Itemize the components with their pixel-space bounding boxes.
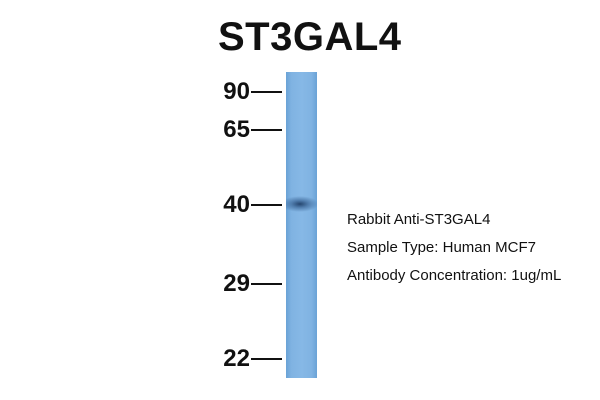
antibody-label: Rabbit Anti-ST3GAL4 <box>347 211 491 228</box>
marker-label-40: 40 <box>223 191 250 218</box>
marker-label-22: 22 <box>223 345 250 372</box>
marker-tick-40 <box>251 204 282 206</box>
marker-tick-22 <box>251 358 282 360</box>
blot-lane <box>286 72 317 378</box>
antibody-concentration-label: Antibody Concentration: 1ug/mL <box>347 267 562 284</box>
marker-22: 22 <box>214 346 284 372</box>
marker-label-65: 65 <box>223 116 250 143</box>
marker-tick-90 <box>251 91 282 93</box>
marker-label-90: 90 <box>223 78 250 105</box>
protein-band <box>286 196 317 212</box>
marker-65: 65 <box>214 117 284 143</box>
marker-tick-65 <box>251 129 282 131</box>
marker-29: 29 <box>214 271 284 297</box>
marker-tick-29 <box>251 283 282 285</box>
marker-label-29: 29 <box>223 270 250 297</box>
sample-type-label: Sample Type: Human MCF7 <box>347 239 536 256</box>
protein-title: ST3GAL4 <box>218 15 402 59</box>
marker-90: 90 <box>214 79 284 105</box>
marker-40: 40 <box>214 192 284 218</box>
